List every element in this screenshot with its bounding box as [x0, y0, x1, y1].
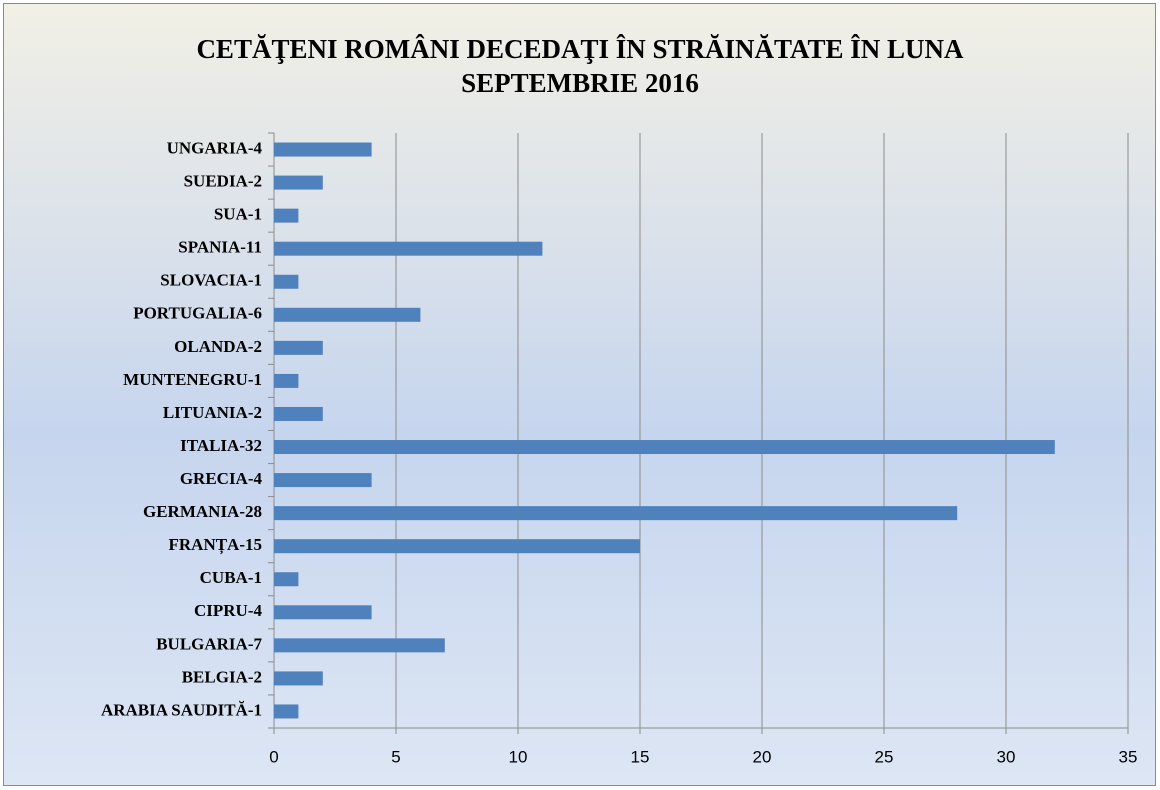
bar [274, 175, 323, 190]
y-tick-label: PORTUGALIA-6 [133, 304, 262, 323]
x-tick-label: 10 [509, 747, 528, 766]
x-tick-label: 15 [631, 747, 650, 766]
y-tick-label: FRANȚA-15 [169, 535, 263, 555]
x-tick-label: 25 [875, 747, 894, 766]
bar [274, 274, 299, 289]
x-tick-label: 0 [269, 747, 278, 766]
chart-title: CETĂŢENI ROMÂNI DECEDAŢI ÎN STRĂINĂTATE … [196, 34, 964, 64]
y-tick-label: BELGIA-2 [182, 667, 262, 686]
chart-background [3, 3, 1156, 786]
bar [274, 142, 372, 157]
y-tick-label: CIPRU-4 [194, 601, 262, 620]
y-tick-label: MUNTENEGRU-1 [123, 370, 262, 389]
y-tick-label: UNGARIA-4 [167, 138, 263, 157]
bar [274, 373, 299, 388]
chart-title: SEPTEMBRIE 2016 [461, 68, 699, 98]
y-tick-label: CUBA-1 [200, 568, 262, 587]
bar [274, 473, 372, 488]
y-tick-label: SPANIA-11 [178, 238, 262, 257]
bar [274, 671, 323, 686]
bar [274, 208, 299, 223]
bar [274, 506, 958, 521]
bar [274, 241, 543, 256]
y-tick-label: LITUANIA-2 [163, 403, 262, 422]
x-tick-label: 30 [997, 747, 1016, 766]
y-tick-label: GRECIA-4 [180, 469, 263, 488]
x-tick-label: 5 [391, 747, 400, 766]
bar [274, 638, 445, 653]
y-tick-label: SLOVACIA-1 [160, 271, 262, 290]
y-tick-label: ARABIA SAUDITĂ-1 [101, 700, 262, 719]
y-tick-label: ITALIA-32 [180, 436, 262, 455]
y-tick-label: OLANDA-2 [174, 337, 262, 356]
bar [274, 340, 323, 355]
bar [274, 440, 1055, 455]
x-tick-label: 35 [1119, 747, 1138, 766]
y-tick-label: SUEDIA-2 [184, 171, 262, 190]
bar [274, 704, 299, 719]
bar [274, 572, 299, 587]
bar [274, 307, 421, 322]
bar [274, 605, 372, 620]
y-tick-label: GERMANIA-28 [143, 502, 262, 521]
x-tick-label: 20 [753, 747, 772, 766]
y-tick-label: SUA-1 [214, 205, 262, 224]
bar [274, 406, 323, 421]
bar [274, 539, 640, 554]
y-tick-label: BULGARIA-7 [156, 634, 262, 653]
